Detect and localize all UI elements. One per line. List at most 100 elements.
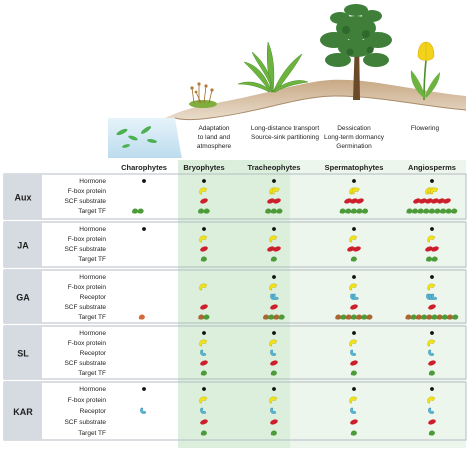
caption-line: Germination — [336, 143, 372, 150]
target-tf-icon — [350, 314, 357, 320]
row-label: Hormone — [79, 226, 106, 233]
caption-line: Adaptation — [198, 125, 229, 132]
receptor-icon — [428, 407, 435, 414]
caption-line: Flowering — [411, 125, 440, 132]
hormone-dot — [142, 387, 146, 391]
row-label: Target TF — [78, 208, 106, 215]
target-tf-icon — [428, 370, 435, 376]
panel-label: SL — [17, 349, 29, 359]
target-tf-icon — [417, 208, 424, 214]
scf-substrate-icon — [347, 246, 355, 252]
scf-substrate-icon — [350, 360, 358, 366]
charophyte-algae-icon — [116, 126, 157, 148]
scf-substrate-icon — [431, 198, 439, 204]
f-box-protein-icon — [349, 283, 358, 291]
panel-label: JA — [17, 241, 29, 251]
target-tf-icon — [200, 370, 207, 376]
f-box-protein-icon — [271, 187, 280, 195]
panel-label: GA — [16, 293, 30, 303]
panel-label-block — [4, 222, 42, 267]
row-label: Target TF — [78, 370, 106, 377]
target-tf-icon — [263, 314, 270, 320]
target-tf-icon — [410, 314, 417, 320]
target-tf-icon — [356, 208, 363, 214]
target-tf-icon — [198, 314, 205, 320]
row-label: SCF substrate — [64, 360, 106, 367]
scf-substrate-icon — [431, 246, 439, 252]
panel-label-block — [4, 174, 42, 219]
hormone-dot — [272, 275, 276, 279]
water-body — [108, 118, 182, 158]
target-tf-icon — [350, 256, 357, 262]
receptor-icon — [200, 349, 207, 356]
f-box-protein-icon — [427, 339, 436, 347]
target-tf-icon — [200, 430, 207, 436]
target-tf-icon — [276, 208, 283, 214]
scf-substrate-icon — [273, 246, 281, 252]
f-box-protein-icon — [349, 235, 358, 243]
row-label: F-box protein — [68, 284, 107, 291]
target-tf-icon — [431, 256, 438, 262]
hormone-dot — [202, 179, 206, 183]
ground — [165, 79, 466, 120]
scf-substrate-icon — [200, 246, 208, 252]
f-box-protein-icon — [269, 235, 278, 243]
target-tf-icon — [345, 314, 352, 320]
row-label: SCF substrate — [64, 246, 106, 253]
hormone-dot — [272, 227, 276, 231]
target-tf-icon — [203, 208, 210, 214]
row-label: Receptor — [80, 350, 107, 357]
lineage-gradient-fade — [290, 160, 466, 448]
row-label: SCF substrate — [64, 419, 106, 426]
row-label: Hormone — [79, 274, 106, 281]
scf-substrate-icon — [428, 419, 436, 425]
scf-substrate-icon — [267, 246, 275, 252]
lineage-angiosperms: Angiosperms — [408, 163, 456, 172]
row-label: F-box protein — [68, 236, 107, 243]
caption-line: Source-sink partitioning — [251, 134, 319, 141]
receptor-icon — [270, 407, 277, 414]
scf-substrate-icon — [350, 304, 358, 310]
scf-substrate-icon — [270, 360, 278, 366]
target-tf-icon — [436, 314, 443, 320]
hormone-dot — [430, 227, 434, 231]
target-tf-icon — [137, 208, 144, 214]
lineage-gradient-background — [178, 160, 290, 448]
scf-substrate-icon — [200, 198, 208, 204]
scf-substrate-icon — [428, 304, 436, 310]
hormone-dot — [272, 331, 276, 335]
target-tf-icon — [265, 208, 272, 214]
caption-line: to land and — [198, 134, 231, 141]
f-box-protein-icon — [199, 396, 208, 404]
target-tf-icon — [431, 314, 438, 320]
panel-ja: JA Hormone F-box protein SCF substrate Targe… — [3, 221, 467, 268]
moss-icon — [189, 82, 217, 108]
scf-substrate-icon — [428, 360, 436, 366]
f-box-protein-icon — [269, 339, 278, 347]
target-tf-icon — [415, 314, 422, 320]
f-box-protein-icon — [199, 235, 208, 243]
target-tf-icon — [440, 208, 447, 214]
hormone-dot — [142, 227, 146, 231]
receptor-icon — [350, 349, 357, 356]
hormone-dot — [142, 179, 146, 183]
target-tf-icon — [451, 208, 458, 214]
target-tf-icon — [278, 314, 285, 320]
target-tf-icon — [270, 430, 277, 436]
hormone-dot — [352, 387, 356, 391]
caption-line: Long-term dormancy — [324, 134, 385, 141]
target-tf-icon — [335, 314, 342, 320]
row-label: Receptor — [80, 408, 107, 415]
f-box-protein-icon — [269, 283, 278, 291]
hormone-dot — [272, 387, 276, 391]
hormone-dot — [430, 387, 434, 391]
target-tf-icon — [426, 314, 433, 320]
target-tf-icon — [350, 208, 357, 214]
hormone-dot — [430, 275, 434, 279]
f-box-protein-icon — [349, 396, 358, 404]
target-tf-icon — [361, 314, 368, 320]
hormone-dot — [352, 275, 356, 279]
row-label: Hormone — [79, 178, 106, 185]
target-tf-icon — [200, 256, 207, 262]
receptor-icon — [428, 349, 435, 356]
